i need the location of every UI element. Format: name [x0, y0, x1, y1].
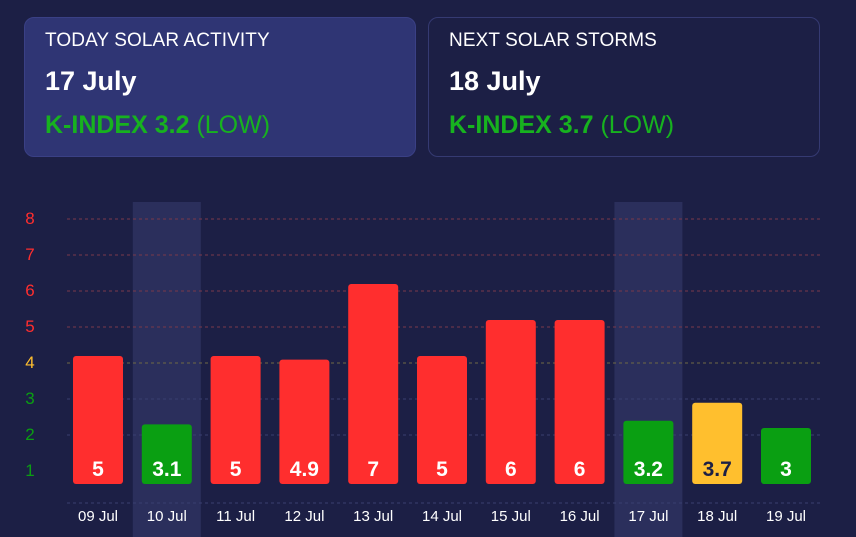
today-card-date: 17 July: [45, 66, 137, 96]
y-tick-label: 4: [25, 353, 34, 372]
bar: [761, 428, 811, 484]
x-tick-label: 12 Jul: [284, 508, 324, 525]
bar-value-label: 6: [574, 458, 586, 481]
next-card-date: 18 July: [449, 66, 541, 96]
next-card-heading: NEXT SOLAR STORMS: [449, 30, 657, 51]
next-solar-storms-card: NEXT SOLAR STORMS 18 July K-INDEX 3.7 (L…: [428, 17, 820, 157]
bar-value-label: 4.9: [290, 458, 319, 481]
kindex-bar-chart: 1 2 3 4 5 6 7 8 9 5 09 Jul 3.1 10 Jul 5 11 Jul 4.9 12 Ju…: [25, 190, 822, 537]
bar: [485, 320, 536, 484]
bar-value-label: 5: [230, 458, 242, 481]
y-tick-label: 3: [25, 389, 34, 408]
bar-value-label: 7: [367, 458, 379, 481]
today-card-heading: TODAY SOLAR ACTIVITY: [45, 30, 270, 51]
today-kindex-value: K-INDEX 3.2: [45, 111, 190, 139]
bar-value-label: 6: [505, 458, 517, 481]
x-tick-label: 15 Jul: [491, 508, 531, 525]
bar-value-label: 5: [436, 458, 448, 481]
bar-value-label: 3.7: [703, 458, 732, 481]
y-tick-label: 5: [25, 317, 34, 336]
bar-value-label: 3: [780, 458, 792, 481]
x-tick-label: 16 Jul: [560, 508, 600, 525]
x-tick-label: 14 Jul: [422, 508, 462, 525]
bar: [554, 320, 605, 484]
x-tick-label: 10 Jul: [147, 508, 187, 525]
bar: [348, 284, 399, 484]
highlight-band: [614, 202, 683, 537]
today-solar-activity-card: TODAY SOLAR ACTIVITY 17 July K-INDEX 3.2…: [24, 17, 416, 157]
y-tick-label: 2: [25, 425, 34, 444]
bar-value-label: 3.2: [634, 458, 663, 481]
x-tick-label: 09 Jul: [78, 508, 118, 525]
bar: [210, 356, 261, 484]
today-kindex-level: (LOW): [196, 111, 271, 139]
x-tick-label: 19 Jul: [766, 508, 806, 525]
y-tick-label: 9: [25, 190, 34, 192]
next-kindex-level: (LOW): [600, 111, 675, 139]
y-tick-label: 1: [25, 461, 34, 480]
today-card-kindex: K-INDEX 3.2 (LOW): [45, 111, 395, 140]
x-tick-label: 11 Jul: [216, 508, 255, 525]
bar: [141, 424, 192, 484]
y-tick-label: 8: [25, 209, 34, 228]
y-tick-label: 6: [25, 281, 34, 300]
x-tick-label: 13 Jul: [353, 508, 393, 525]
bar-value-label: 3.1: [152, 458, 182, 481]
highlight-band: [132, 202, 201, 537]
bar: [73, 356, 123, 484]
bar: [417, 356, 467, 484]
y-tick-label: 7: [25, 245, 34, 264]
bar: [279, 359, 330, 484]
next-kindex-value: K-INDEX 3.7: [449, 111, 594, 139]
x-tick-label: 17 Jul: [628, 508, 668, 525]
x-tick-label: 18 Jul: [697, 508, 737, 525]
bar-value-label: 5: [92, 458, 104, 481]
bar: [692, 402, 743, 484]
next-card-kindex: K-INDEX 3.7 (LOW): [449, 111, 799, 140]
bar: [623, 420, 674, 484]
